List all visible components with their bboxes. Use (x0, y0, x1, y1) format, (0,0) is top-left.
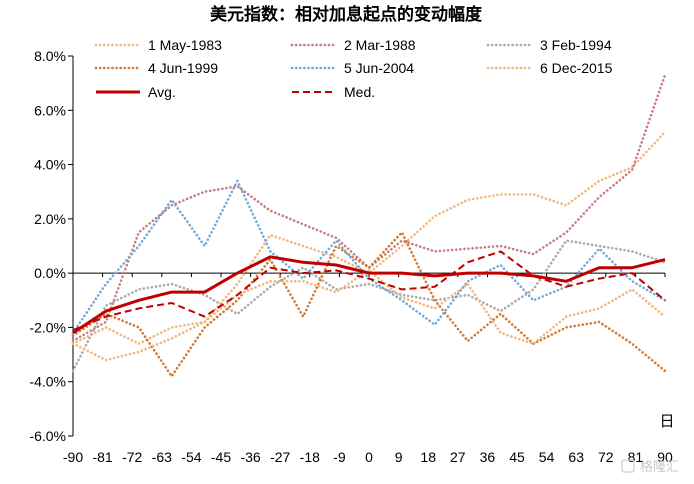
series-line-2 (71, 73, 667, 343)
x-unit-label: 日 (659, 412, 674, 430)
x-tick-label: -45 (211, 449, 231, 465)
series-layer (71, 73, 667, 378)
x-tick-label: 36 (480, 449, 496, 465)
legend-label-7: Avg. (148, 84, 176, 100)
series-line-8 (72, 250, 666, 332)
legend-label-5: 5 Jun-2004 (344, 60, 414, 76)
x-tick-label: 54 (539, 449, 555, 465)
x-tick-label: -54 (181, 449, 201, 465)
x-tick-label: -90 (63, 449, 83, 465)
x-tick-label: -72 (122, 449, 142, 465)
y-axis: -6.0% -4.0% -2.0% 0.0% 2.0% 4.0% 6.0% 8.0% (29, 48, 74, 444)
series-line-5 (71, 179, 667, 335)
y-tick-label: -2.0% (29, 319, 66, 335)
x-tick-label: -63 (152, 449, 172, 465)
x-tick-label: 81 (628, 449, 644, 465)
series-line-1 (71, 130, 667, 346)
x-tick-label: 72 (598, 449, 614, 465)
legend-label-1: 1 May-1983 (148, 37, 222, 53)
x-tick-label: 45 (509, 449, 525, 465)
x-axis: -90 -81 -72 -63 -54 -45 -36 -27 -18 -9 0 9 18 27 36 45 5… (63, 272, 673, 465)
watermark: 格隆汇 (621, 459, 679, 475)
x-tick-label: -27 (270, 449, 290, 465)
series-line-6 (71, 269, 667, 362)
chart-title: 美元指数：相对加息起点的变动幅度 (210, 4, 483, 25)
x-tick-label: 90 (657, 449, 673, 465)
y-tick-label: -4.0% (29, 374, 66, 390)
y-tick-label: 0.0% (34, 265, 66, 281)
x-tick-label: 18 (420, 449, 436, 465)
y-tick-label: 2.0% (34, 211, 66, 227)
legend-label-2: 2 Mar-1988 (344, 37, 416, 53)
x-tick-label: -36 (240, 449, 260, 465)
series-line-3 (71, 239, 667, 373)
y-tick-label: 8.0% (34, 48, 66, 64)
x-tick-label: -81 (92, 449, 112, 465)
legend-label-8: Med. (344, 84, 375, 100)
x-tick-label: -18 (300, 449, 320, 465)
y-tick-label: -6.0% (29, 428, 66, 444)
x-tick-label: 63 (568, 449, 584, 465)
x-tick-label: 27 (450, 449, 466, 465)
legend-label-6: 6 Dec-2015 (540, 60, 613, 76)
legend-label-4: 4 Jun-1999 (148, 60, 218, 76)
y-tick-label: 6.0% (34, 102, 66, 118)
series-line-4 (71, 231, 667, 378)
series-line-7 (72, 255, 666, 335)
legend: 1 May-1983 2 Mar-1988 3 Feb-1994 4 Jun-1999… (94, 37, 613, 100)
watermark-text: 格隆汇 (640, 459, 679, 475)
x-tick-label: 9 (395, 449, 403, 465)
x-tick-label: 0 (365, 449, 373, 465)
y-tick-label: 4.0% (34, 157, 66, 173)
legend-label-3: 3 Feb-1994 (540, 37, 612, 53)
x-tick-label: -9 (333, 449, 346, 465)
